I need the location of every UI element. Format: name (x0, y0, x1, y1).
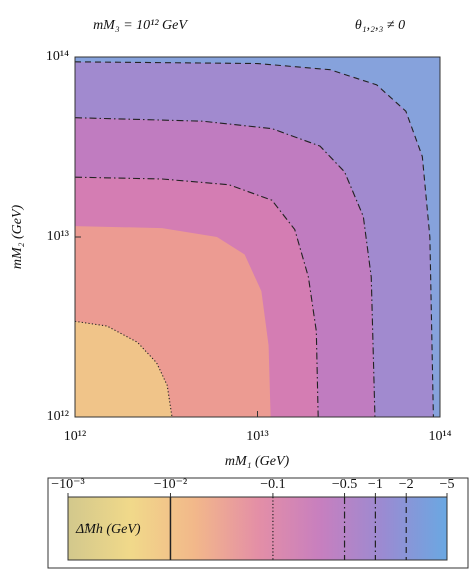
x-tick-label: 10¹³ (246, 429, 268, 444)
y-axis-label: mM₂ (GeV) (10, 204, 25, 269)
colorbar-frame (47, 477, 469, 569)
colorbar-label: Δ̂Mh (GeV) (75, 522, 141, 537)
colorbar-tick-label: −10⁻² (154, 477, 187, 492)
colorbar-tick-label: −10⁻³ (51, 477, 84, 492)
y-tick-label: 10¹² (47, 409, 69, 424)
x-tick-label: 10¹² (64, 429, 86, 444)
y-tick-label: 10¹⁴ (46, 49, 69, 64)
contour-line (75, 117, 376, 417)
colorbar-tick-label: −0.1 (260, 477, 285, 492)
contour-line (75, 176, 319, 417)
chart-title: mM₃ = 10¹² GeV (93, 18, 188, 33)
contour-line (75, 61, 434, 417)
contour-region (75, 321, 172, 417)
x-axis-label: mM₁ (GeV) (225, 454, 290, 469)
colorbar-tick-label: −0.5 (332, 477, 357, 492)
y-tick-label: 10¹³ (47, 229, 69, 244)
colorbar-tick-label: −5 (440, 477, 455, 492)
annotation: θ₁,₂,₃ ≠ 0 (355, 18, 405, 33)
colorbar (67, 496, 448, 561)
x-tick-label: 10¹⁴ (428, 429, 451, 444)
colorbar-tick-label: −1 (368, 477, 383, 492)
colorbar-tick-label: −2 (399, 477, 414, 492)
plot-area (75, 57, 440, 417)
